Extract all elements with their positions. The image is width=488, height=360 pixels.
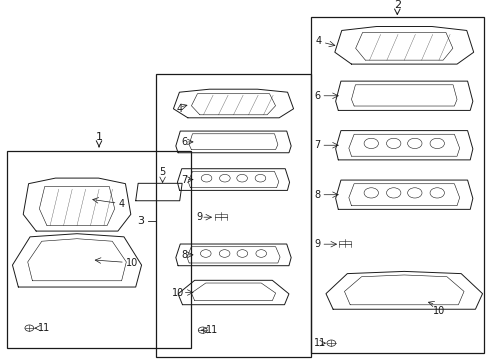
Bar: [7, 151, 190, 348]
Text: 3: 3: [137, 216, 144, 226]
Text: 4: 4: [315, 36, 321, 46]
Text: 10: 10: [126, 258, 138, 268]
Text: 11: 11: [314, 338, 326, 348]
Bar: [310, 17, 483, 353]
Text: 7: 7: [181, 175, 187, 185]
Text: 6: 6: [181, 137, 187, 147]
Text: 8: 8: [314, 190, 320, 200]
Text: 7: 7: [314, 140, 320, 150]
Text: 10: 10: [172, 288, 184, 297]
Text: 2: 2: [393, 0, 400, 10]
Text: 4: 4: [119, 199, 124, 209]
Text: 9: 9: [314, 239, 320, 249]
Text: 11: 11: [205, 325, 218, 335]
Text: 10: 10: [432, 306, 444, 316]
Text: 9: 9: [196, 212, 203, 222]
Text: 6: 6: [314, 91, 320, 101]
Text: 8: 8: [181, 250, 187, 260]
Bar: [156, 74, 310, 356]
Text: 11: 11: [38, 323, 50, 333]
Text: 4: 4: [176, 104, 183, 114]
Text: 1: 1: [95, 132, 102, 142]
Text: 5: 5: [159, 167, 165, 177]
